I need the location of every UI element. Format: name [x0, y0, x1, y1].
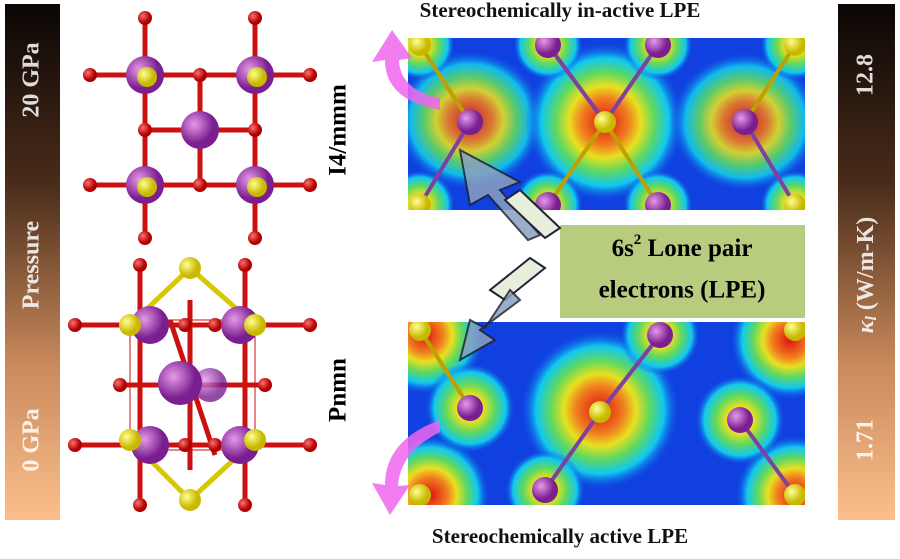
- structure-i4mmm: [83, 11, 317, 245]
- pressure-bottom: 0 GPa: [19, 408, 45, 471]
- kappa-bottom: 1.71: [853, 419, 879, 461]
- caption-top: Stereochemically in-active LPE: [420, 0, 701, 22]
- kappa-top: 12.8: [853, 54, 879, 96]
- callout-prefix: 6s: [612, 235, 635, 262]
- callout-sup: 2: [634, 232, 642, 248]
- phase-upper: I4/mmm: [325, 84, 352, 176]
- elf-map-upper: [408, 38, 805, 210]
- kappa-bar: [838, 4, 895, 520]
- callout-rest: Lone pair: [641, 235, 752, 262]
- pressure-top: 20 GPa: [19, 42, 45, 117]
- pressure-label: Pressure: [19, 220, 45, 309]
- callout-line2: electrons (LPE): [599, 277, 766, 304]
- kappa-unit: (W/m-K): [853, 217, 879, 310]
- caption-bottom: Stereochemically active LPE: [432, 524, 688, 548]
- phase-lower: Pnmn: [325, 358, 352, 422]
- pressure-bar: [5, 4, 60, 520]
- elf-map-lower: [408, 322, 805, 505]
- kappa-label: κl (W/m-K): [853, 217, 880, 333]
- callout-line1: 6s2 Lone pair: [612, 232, 753, 261]
- structure-pnmn: [68, 257, 317, 512]
- kappa-sub: l: [863, 316, 880, 321]
- kappa-symbol: κ: [853, 319, 879, 333]
- callout-box: [560, 225, 805, 318]
- arrows: [372, 30, 562, 515]
